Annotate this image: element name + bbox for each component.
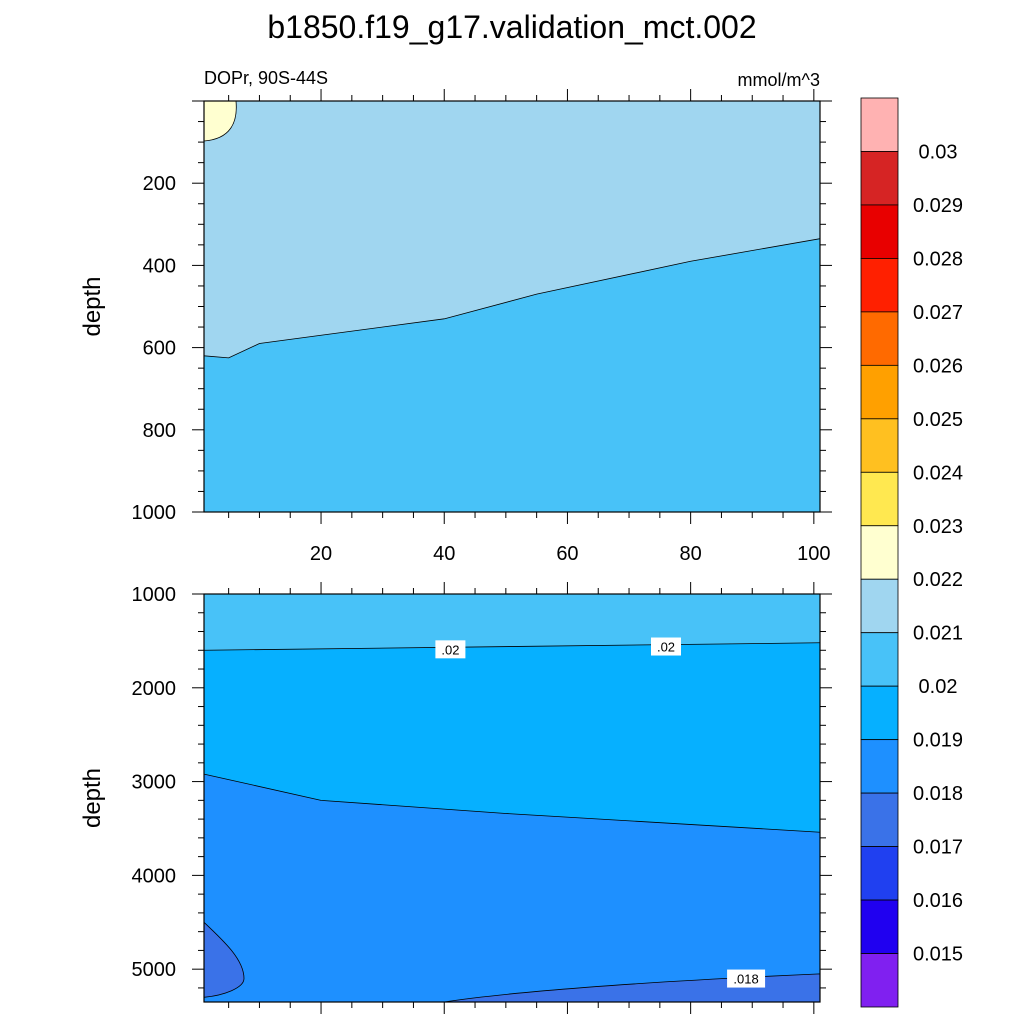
colorbar-label: 0.021 <box>913 623 963 645</box>
colorbar-label: 0.03 <box>919 141 958 163</box>
x-tick-label: 100 <box>797 543 830 565</box>
y-tick-label: 800 <box>143 420 176 442</box>
contour-label-bg <box>651 637 681 656</box>
colorbar-swatch <box>860 578 899 634</box>
colorbar-label: 0.022 <box>913 569 963 591</box>
x-tick-label: 60 <box>556 543 578 565</box>
y-tick-label: 2000 <box>132 678 177 700</box>
region-0.017-0.018-left <box>203 921 245 998</box>
region-0.021-0.022 <box>204 101 820 358</box>
colorbar-swatch <box>860 525 899 580</box>
colorbar: 0.03 0.029 0.028 0.027 0.026 0.025 0.024 0.023 0… <box>860 97 963 1008</box>
colorbar-label: 0.024 <box>913 462 963 484</box>
colorbar-label: 0.019 <box>913 730 963 752</box>
x-tick-label: 80 <box>680 543 702 565</box>
y-tick-label: 1000 <box>132 502 177 524</box>
top-panel: 200 400 600 800 1000 20 40 60 80 100 depth <box>79 89 832 565</box>
contour-label-bg <box>727 969 766 988</box>
left-subtitle: DOPr, 90S-44S <box>204 68 328 88</box>
colorbar-swatch <box>860 632 899 687</box>
contour-line-0.021 <box>203 238 821 359</box>
y-tick-label: 600 <box>143 338 176 360</box>
y-tick-label: 5000 <box>132 959 177 981</box>
colorbar-swatch <box>860 846 899 901</box>
y-tick-label: 4000 <box>132 865 177 887</box>
colorbar-swatch <box>860 97 899 152</box>
region-0.018-0.019 <box>204 774 820 1002</box>
x-tick-label: 40 <box>433 543 455 565</box>
colorbar-label: 0.017 <box>913 837 963 859</box>
colorbar-swatch <box>860 364 899 420</box>
colorbar-swatch <box>860 899 899 954</box>
colorbar-swatch <box>860 151 899 206</box>
colorbar-label: 0.023 <box>913 516 963 538</box>
colorbar-label: 0.027 <box>913 302 963 324</box>
colorbar-label: 0.02 <box>919 676 958 698</box>
contour-label: .02 <box>441 642 459 657</box>
plot-frame <box>203 593 821 1003</box>
x-tick-label: 20 <box>310 543 332 565</box>
y-axis-label: depth <box>79 768 106 828</box>
colorbar-label: 0.016 <box>913 890 963 912</box>
colorbar-swatch <box>860 792 899 847</box>
contour-line-0.019 <box>203 773 821 833</box>
colorbar-swatch <box>860 685 899 741</box>
contour-label: .018 <box>733 972 758 987</box>
y-axis-label: depth <box>79 276 106 336</box>
colorbar-swatch <box>860 739 899 794</box>
colorbar-label: 0.025 <box>913 409 963 431</box>
colorbar-swatch <box>860 471 899 527</box>
colorbar-swatch <box>860 258 899 313</box>
region-0.017-0.018 <box>444 973 821 1003</box>
y-tick-label: 3000 <box>132 772 177 794</box>
colorbar-label: 0.028 <box>913 248 963 270</box>
contour-line-0.02 <box>203 642 821 651</box>
y-tick-label: 1000 <box>132 584 177 606</box>
colorbar-swatch <box>860 953 899 1008</box>
colorbar-label: 0.026 <box>913 355 963 377</box>
y-tick-label: 200 <box>143 173 176 195</box>
colorbar-label: 0.015 <box>913 944 963 966</box>
contour-label: .02 <box>657 640 675 655</box>
colorbar-swatch <box>860 418 899 473</box>
bottom-panel: .02 .02 .018 1000 2000 3000 4000 5000 depth <box>79 582 832 1014</box>
colorbar-swatch <box>860 204 899 259</box>
units-subtitle: mmol/m^3 <box>738 70 820 90</box>
colorbar-label: 0.018 <box>913 783 963 805</box>
y-tick-label: 400 <box>143 255 176 277</box>
chart-title: b1850.f19_g17.validation_mct.002 <box>267 9 756 45</box>
colorbar-label: 0.029 <box>913 195 963 217</box>
contour-label-bg <box>435 640 466 659</box>
region-0.022-0.023 <box>203 100 237 142</box>
colorbar-swatch <box>860 311 899 366</box>
